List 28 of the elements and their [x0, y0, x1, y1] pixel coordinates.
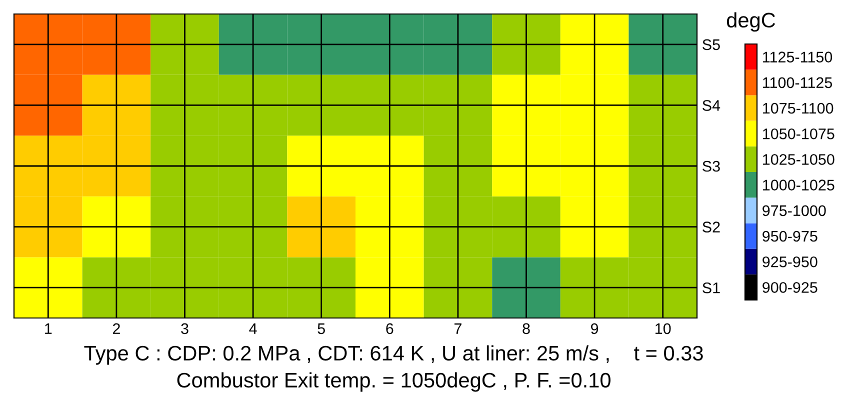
color-bar-label: 925-950: [762, 256, 818, 268]
x-tick-label: 8: [522, 323, 530, 334]
color-bar-label: 975-1000: [762, 205, 826, 216]
color-bar-label: 1050-1075: [763, 128, 834, 140]
y-tick-label: S2: [702, 222, 720, 232]
y-tick-label: S4: [702, 100, 720, 111]
x-tick-label: 4: [249, 323, 257, 334]
x-tick-label: 9: [591, 323, 598, 334]
color-bar-label: 1125-1150: [763, 52, 832, 62]
x-tick-label: 10: [656, 323, 671, 334]
color-bar-label: 1025-1050: [763, 154, 834, 165]
color-bar-title: degC: [726, 12, 776, 32]
x-tick-label: 5: [318, 323, 325, 334]
y-tick-label: S5: [702, 39, 720, 50]
text: Type C : CDP: 0.2 MPa , CDT: 614 K , U at liner: 25 m/s , t = 0.33: [84, 345, 703, 365]
color-bar-label: 1000-1025: [763, 180, 834, 190]
x-tick-label: 1: [45, 323, 52, 334]
x-tick-label: 2: [112, 323, 120, 334]
color-bar-label: 1100-1125: [763, 77, 832, 88]
x-tick-label: 3: [181, 323, 188, 334]
y-tick-label: S1: [702, 282, 720, 294]
x-tick-label: 7: [454, 323, 462, 334]
y-tick-label: S3: [702, 160, 720, 172]
color-bar-label: 900-925: [762, 282, 818, 293]
color-bar-label: 1075-1100: [763, 102, 834, 114]
color-bar-label: 950-975: [762, 230, 818, 242]
x-tick-label: 6: [386, 323, 394, 334]
text: Combustor Exit temp. = 1050degC , P. F. =0.10: [177, 372, 610, 392]
